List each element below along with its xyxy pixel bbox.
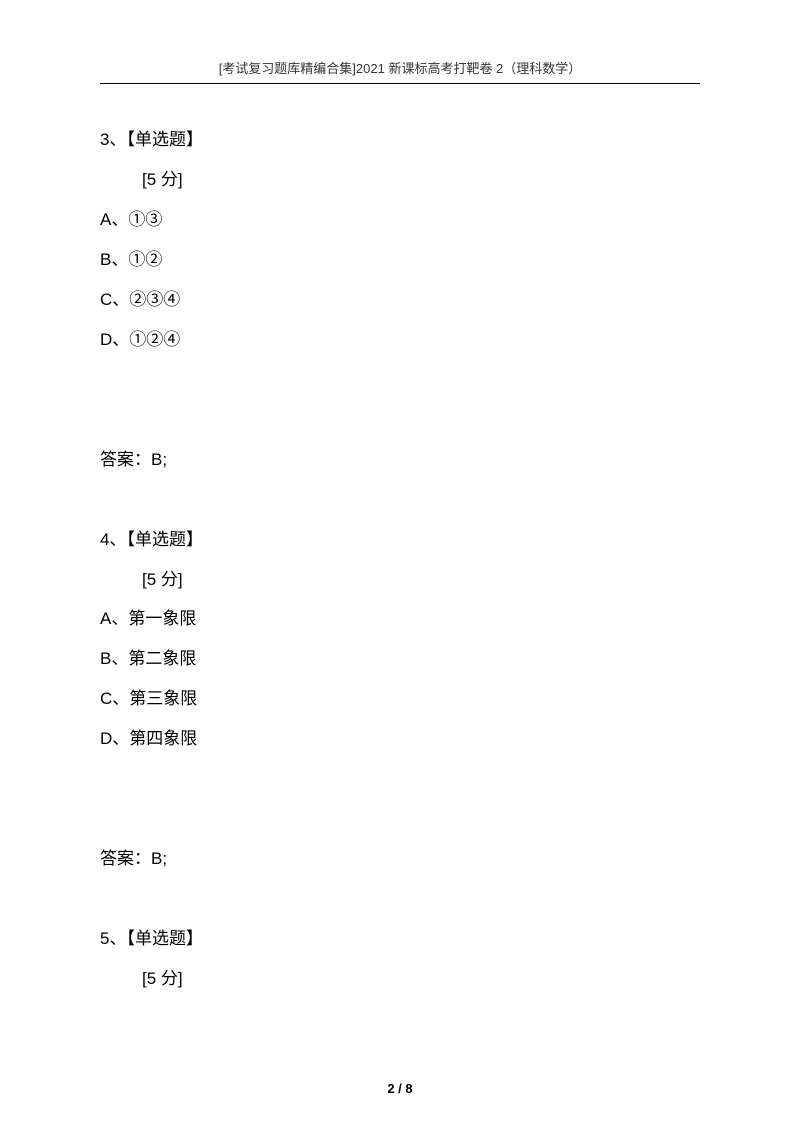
option-b: B、①② [100,240,700,280]
option-c: C、第三象限 [100,679,700,719]
option-d: D、①②④ [100,320,700,360]
spacer [100,759,700,799]
question-score: [5 分] [100,160,700,200]
option-c: C、②③④ [100,280,700,320]
document-content: 3、【单选题】 [5 分] A、①③ B、①② C、②③④ D、①②④ 答案：B… [100,120,700,999]
page-footer: 2 / 8 [0,1081,800,1096]
spacer [100,360,700,400]
answer-text: 答案：B; [100,440,700,480]
question-number: 3、【单选题】 [100,120,700,160]
page-number: 2 / 8 [387,1081,412,1096]
answer-text: 答案：B; [100,839,700,879]
header-divider [100,83,700,84]
option-d: D、第四象限 [100,719,700,759]
document-page: [考试复习题库精编合集]2021 新课标高考打靶卷 2（理科数学） 3、【单选题… [0,0,800,1132]
page-header: [考试复习题库精编合集]2021 新课标高考打靶卷 2（理科数学） [100,58,700,77]
option-a: A、①③ [100,200,700,240]
question-number: 5、【单选题】 [100,919,700,959]
option-a: A、第一象限 [100,599,700,639]
option-b: B、第二象限 [100,639,700,679]
question-score: [5 分] [100,560,700,600]
question-score: [5 分] [100,959,700,999]
question-number: 4、【单选题】 [100,520,700,560]
header-title: [考试复习题库精编合集]2021 新课标高考打靶卷 2（理科数学） [219,61,582,76]
